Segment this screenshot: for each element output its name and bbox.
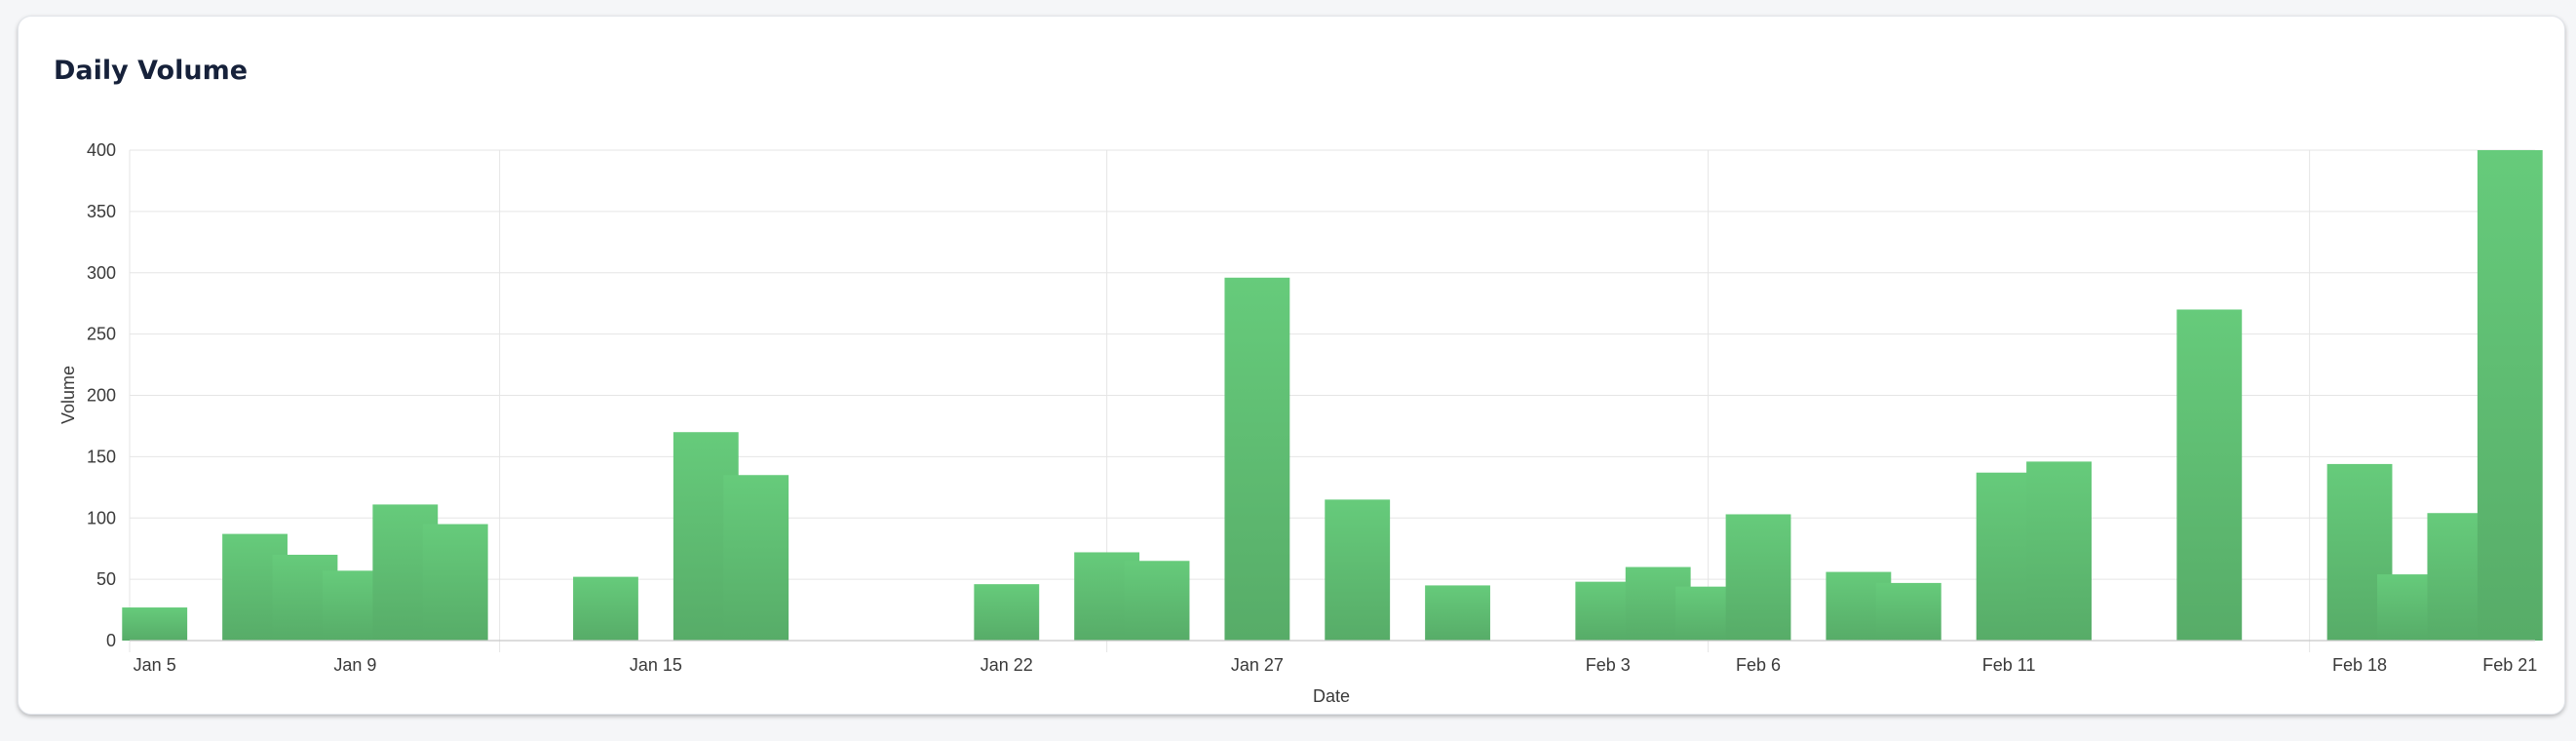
bar[interactable] [974,584,1040,641]
bar[interactable] [2026,461,2092,641]
bar[interactable] [1725,514,1791,641]
chart-title: Daily Volume [54,56,249,86]
x-tick-label: Jan 15 [630,655,682,675]
bar[interactable] [1875,582,1942,641]
y-tick-label: 350 [87,202,116,221]
bar[interactable] [2477,150,2543,641]
x-tick-label: Jan 9 [333,655,376,675]
bar[interactable] [1425,585,1490,641]
x-tick-label: Jan 22 [980,655,1033,675]
bar[interactable] [1325,499,1391,641]
bars [122,150,2543,641]
x-tick-label: Feb 3 [1586,655,1631,675]
bar[interactable] [573,576,638,641]
y-tick-label: 250 [87,325,116,344]
y-tick-label: 150 [87,447,116,466]
axes: 0 50 100 150 200 250 300 350 400 Jan 5 Jan 9 Jan 15… [87,140,2537,675]
y-axis-title: Volume [58,366,78,424]
x-tick-label: Feb 11 [1982,655,2036,675]
y-tick-label: 300 [87,263,116,283]
x-axis-title: Date [1313,686,1350,706]
x-tick-label: Feb 21 [2482,655,2537,675]
x-tick-label: Jan 5 [134,655,176,675]
y-tick-label: 400 [87,140,116,160]
x-tick-label: Feb 6 [1736,655,1781,675]
x-tick-label: Jan 27 [1231,655,1284,675]
bar[interactable] [1124,561,1190,641]
bar[interactable] [422,524,488,641]
y-tick-label: 200 [87,386,116,406]
bar[interactable] [122,607,188,641]
y-tick-label: 50 [96,569,116,589]
bar[interactable] [2176,309,2243,641]
x-tick-label: Feb 18 [2332,655,2387,675]
y-tick-label: 100 [87,508,116,527]
y-tick-label: 0 [106,631,116,650]
bar[interactable] [723,475,789,641]
bar[interactable] [1224,277,1290,641]
